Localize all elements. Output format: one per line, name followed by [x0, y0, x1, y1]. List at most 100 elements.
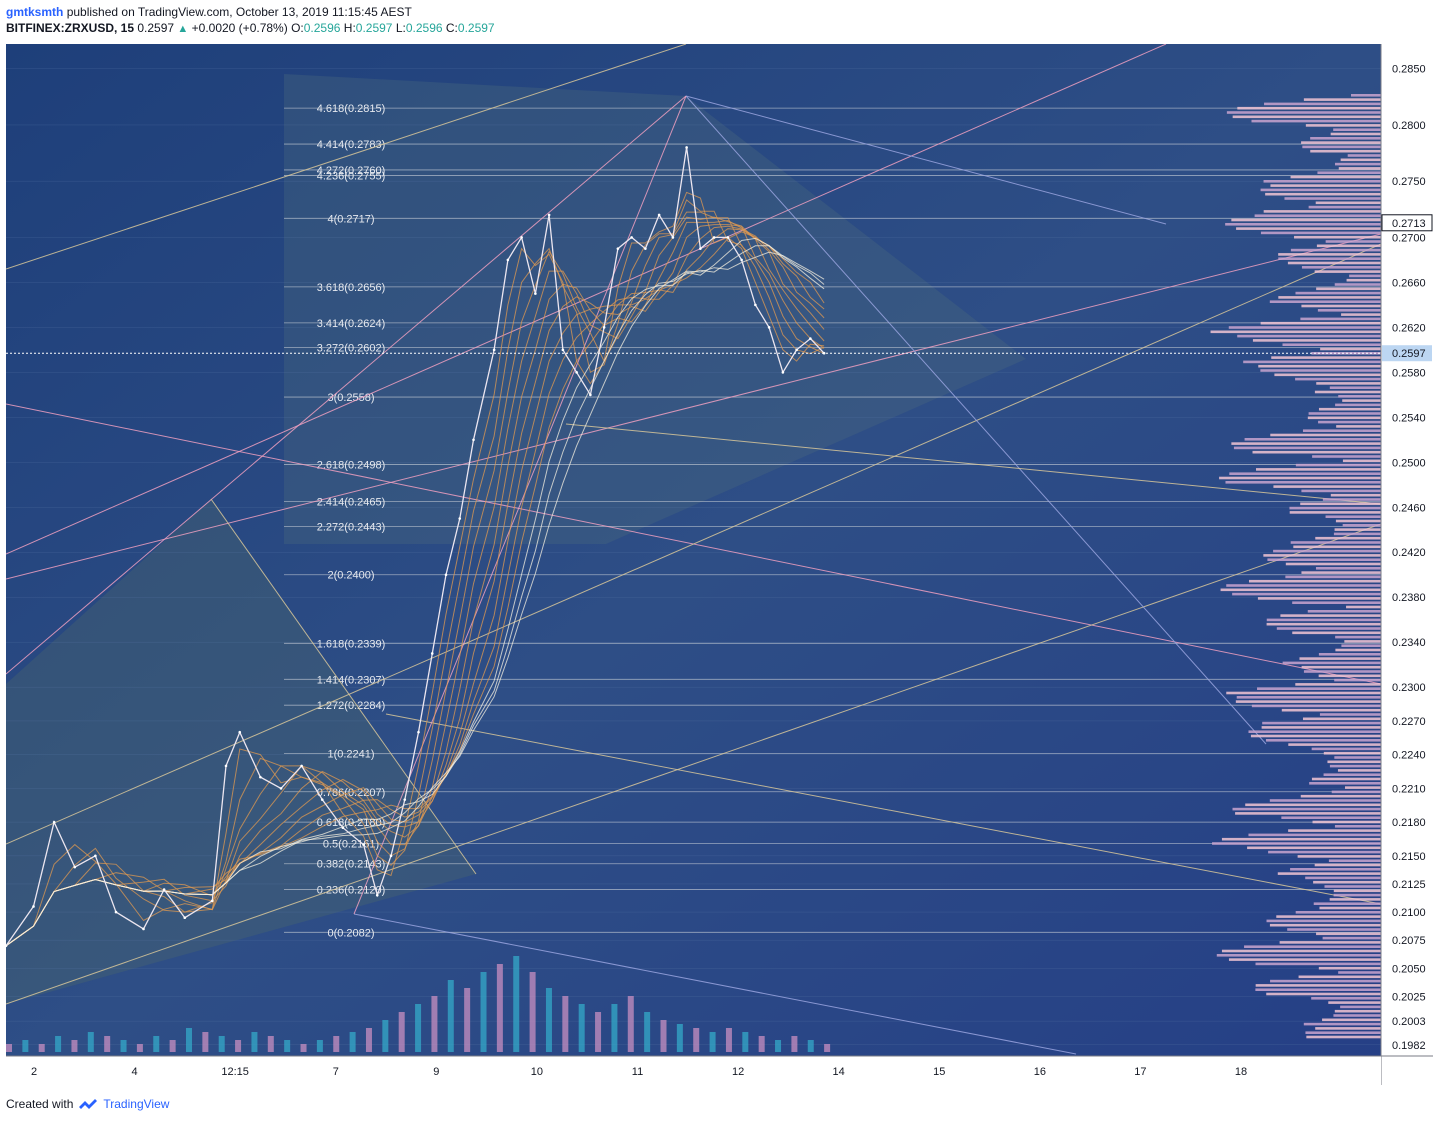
volume-profile-bar	[1349, 274, 1381, 278]
volume-profile-bar	[1270, 979, 1381, 983]
volume-profile-bar	[1248, 579, 1381, 583]
volume-bar	[398, 1012, 405, 1052]
volume-profile-bar	[1308, 205, 1381, 209]
volume-profile-bar	[1290, 868, 1381, 871]
volume-profile-bar	[1305, 1031, 1381, 1034]
volume-profile-bar	[1248, 833, 1381, 837]
fib-level-label: 4.272(0.2760)	[317, 165, 386, 177]
volume-profile-bar	[1333, 1014, 1381, 1017]
volume-profile-bar	[1347, 154, 1381, 157]
volume-bar	[415, 1004, 422, 1052]
price-tick-label: 0.2270	[1392, 716, 1426, 728]
volume-profile-bar	[1290, 541, 1381, 544]
price-point	[754, 303, 757, 307]
price-point	[375, 893, 379, 897]
volume-profile-bar	[1260, 321, 1381, 325]
price-axis[interactable]	[1381, 44, 1433, 1085]
volume-profile-bar	[1251, 704, 1381, 708]
volume-profile-bar	[1346, 605, 1381, 609]
price-tick-label: 0.2025	[1392, 991, 1426, 1003]
volume-bar	[153, 1036, 160, 1052]
volume-profile-bar	[1264, 102, 1381, 106]
volume-profile-bar	[1226, 111, 1381, 114]
volume-profile-bar	[1346, 278, 1381, 282]
volume-profile-bar	[1302, 145, 1381, 149]
volume-profile-bar	[1302, 429, 1381, 432]
volume-profile-bar	[1316, 932, 1381, 936]
fib-extension: 4.618(0.2815)4.414(0.2783)4.272(0.2760)4…	[284, 103, 1381, 939]
price-point	[575, 371, 578, 374]
price-tick-label: 0.2580	[1392, 367, 1426, 379]
volume-bar	[627, 996, 634, 1052]
price-point	[644, 247, 647, 250]
ma-ribbon	[6, 191, 825, 947]
tradingview-link[interactable]: TradingView	[103, 1097, 170, 1111]
volume-profile-bar	[1303, 98, 1381, 101]
volume-profile-bar	[1316, 382, 1381, 385]
volume-profile-bar	[1292, 601, 1381, 604]
fib-level-label: 1.618(0.2339)	[317, 638, 386, 650]
price-point	[430, 652, 434, 655]
price-point	[300, 764, 303, 768]
volume-profile-bar	[1333, 532, 1381, 536]
price-point	[238, 730, 242, 734]
fib-level-label: 1(0.2241)	[327, 749, 374, 761]
chart-header: gmtksmth published on TradingView.com, O…	[6, 4, 495, 37]
volume-profile-bar	[1257, 687, 1381, 690]
fib-level-label: 4(0.2717)	[327, 213, 374, 225]
volume-bar	[185, 1028, 192, 1052]
volume-profile-bar	[1260, 369, 1381, 372]
volume-profile-bar	[1236, 227, 1381, 230]
volume-bar	[513, 956, 520, 1052]
volume-bar	[725, 1028, 732, 1052]
volume-profile-bar	[1341, 644, 1381, 647]
volume-profile-bar	[1344, 640, 1381, 643]
volume-profile-bar	[1313, 902, 1381, 905]
volume-bar	[169, 1040, 176, 1052]
trendline	[685, 95, 1167, 225]
trendline	[685, 95, 1267, 745]
author-link[interactable]: gmtksmth	[6, 5, 64, 19]
volume-profile-bar	[1293, 545, 1381, 549]
fib-level-label: 2.618(0.2498)	[317, 460, 386, 472]
symbol-label[interactable]: BITFINEX:ZRXUSD, 15	[6, 21, 135, 35]
volume-profile-bar	[1342, 524, 1381, 527]
price-tick-label: 0.2620	[1392, 322, 1426, 334]
volume-profile-bar	[1334, 825, 1381, 828]
ohlc-line: BITFINEX:ZRXUSD, 15 0.2597 ▲ +0.0020 (+0…	[6, 20, 495, 37]
volume-bar	[431, 996, 438, 1052]
price-chart[interactable]: 4.618(0.2815)4.414(0.2783)4.272(0.2760)4…	[6, 44, 1433, 1085]
volume-profile-bar	[1269, 923, 1381, 927]
volume-profile-bar	[1267, 558, 1381, 561]
volume-profile-bar	[1252, 339, 1381, 342]
price-point	[822, 351, 826, 355]
volume-profile-bar	[1297, 855, 1381, 858]
volume-bar	[562, 996, 569, 1052]
volume-profile-bar	[1318, 966, 1381, 970]
volume-profile-bar	[1255, 962, 1381, 966]
volume-profile-bar	[1323, 751, 1381, 755]
volume-profile-bar	[1278, 253, 1381, 256]
volume-bar	[218, 1036, 225, 1052]
price-point	[32, 905, 35, 908]
volume-profile-bar	[1231, 218, 1381, 222]
volume-profile-bar	[1310, 149, 1381, 153]
price-point	[547, 213, 551, 217]
volume-profile-bar	[1336, 425, 1381, 428]
time-axis[interactable]	[6, 1056, 1381, 1085]
volume-bar	[22, 1040, 29, 1052]
volume-profile-bar	[1295, 377, 1381, 381]
volume-profile-bar	[1330, 493, 1381, 497]
last-price-badge	[1382, 345, 1432, 362]
price-point	[699, 247, 702, 250]
volume-profile-bar	[1277, 872, 1381, 875]
last-price-badge-label: 0.2597	[1392, 348, 1426, 360]
volume-profile-bar	[1263, 210, 1381, 213]
price-point	[561, 348, 565, 352]
volume-bar	[284, 1040, 291, 1052]
price-tick-label: 0.2850	[1392, 64, 1426, 76]
volume-profile-bar	[1323, 773, 1381, 776]
volume-profile-bar	[1315, 567, 1381, 570]
price-tick-label: 0.2380	[1392, 592, 1426, 604]
volume-profile-bar	[1255, 988, 1381, 991]
